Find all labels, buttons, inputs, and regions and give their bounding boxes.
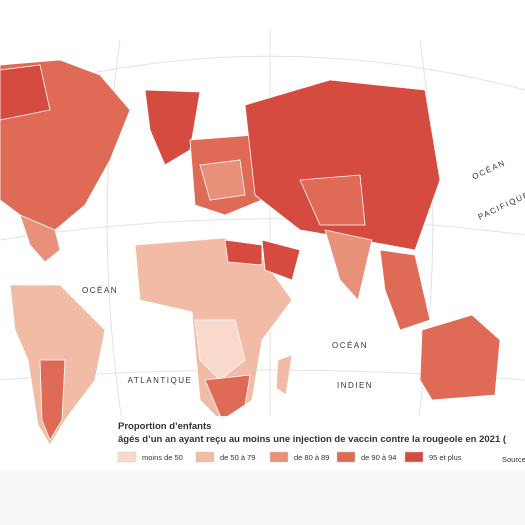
legend-title: Proportion d’enfants bbox=[118, 421, 211, 432]
ocean-label: OCÉAN bbox=[332, 341, 368, 350]
legend-label: de 90 à 94 bbox=[361, 453, 396, 462]
legend-swatch bbox=[195, 451, 215, 463]
legend-label: de 80 à 89 bbox=[294, 453, 329, 462]
legend-label: 95 et plus bbox=[429, 453, 462, 462]
bottom-band bbox=[0, 470, 525, 525]
legend-swatch bbox=[117, 451, 137, 463]
legend-swatch bbox=[336, 451, 356, 463]
countries bbox=[0, 59, 501, 446]
ocean-label: ATLANTIQUE bbox=[128, 376, 193, 385]
ocean-label: OCÉAN bbox=[82, 286, 118, 295]
source: Source bbox=[502, 455, 525, 464]
legend-swatch bbox=[269, 451, 289, 463]
legend-label: de 50 à 79 bbox=[220, 453, 255, 462]
legend-label: moins de 50 bbox=[142, 453, 183, 462]
legend-swatch bbox=[404, 451, 424, 463]
legend-box bbox=[112, 416, 525, 470]
legend: moins de 50 de 50 à 79 de 80 à 89 de 90 à 9… bbox=[117, 451, 462, 463]
ocean-label: INDIEN bbox=[337, 381, 373, 390]
legend-title: âgés d’un an ayant reçu au moins une inj… bbox=[118, 434, 507, 445]
ocean-label: OCÉAN bbox=[471, 158, 507, 181]
ocean-label: PACIFIQUE bbox=[477, 190, 525, 222]
